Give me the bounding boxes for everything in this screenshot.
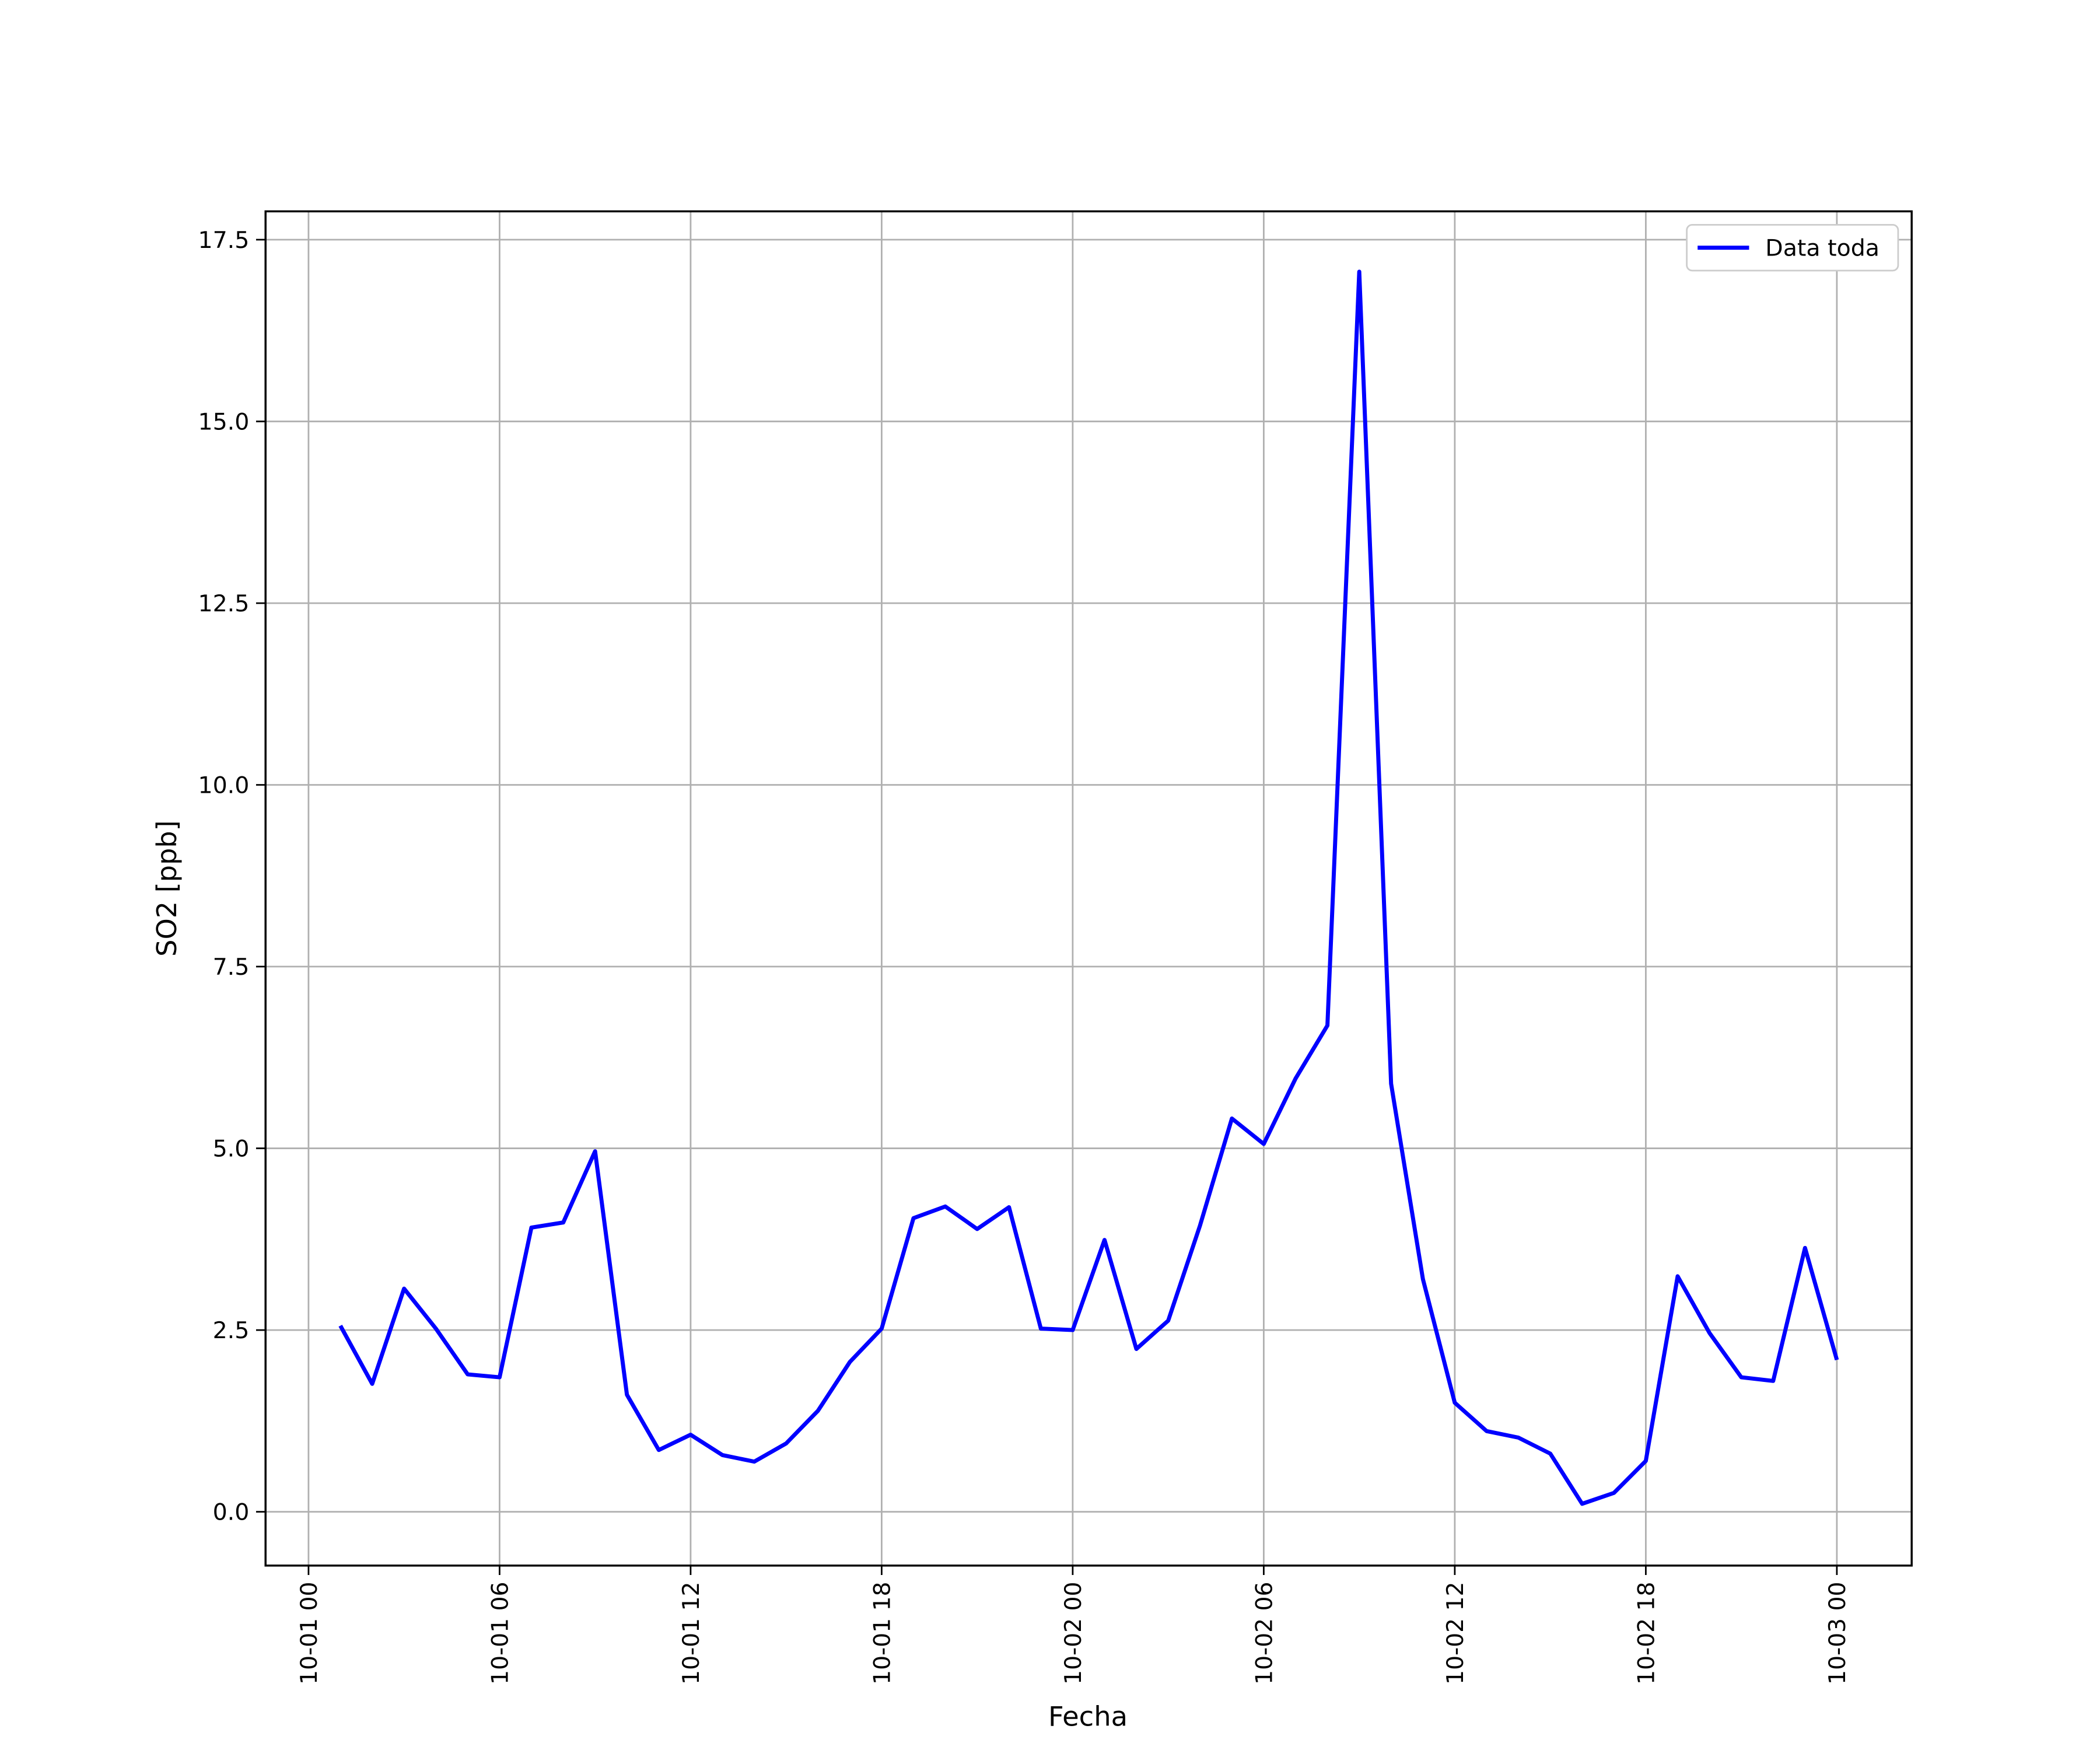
legend-label: Data toda — [1765, 235, 1880, 262]
y-tick-label: 15.0 — [198, 408, 249, 435]
y-tick-label: 0.0 — [213, 1499, 250, 1526]
x-tick-label: 10-01 00 — [296, 1582, 323, 1685]
legend-box — [1686, 224, 1899, 272]
x-tick-label: 10-02 18 — [1633, 1582, 1660, 1685]
y-axis-label: SO2 [ppb] — [151, 820, 183, 957]
x-tick-label: 10-02 00 — [1060, 1582, 1087, 1685]
x-tick-label: 10-02 12 — [1442, 1582, 1469, 1685]
x-tick-label: 10-02 06 — [1251, 1582, 1278, 1685]
x-tick-label: 10-01 18 — [869, 1582, 895, 1685]
y-tick-label: 5.0 — [213, 1136, 250, 1163]
y-tick-label: 10.0 — [198, 772, 249, 799]
x-tick-label: 10-03 00 — [1824, 1582, 1851, 1685]
y-tick-label: 7.5 — [213, 954, 250, 981]
x-axis-label: Fecha — [1048, 1701, 1128, 1732]
y-tick-label: 17.5 — [198, 227, 249, 254]
data-line — [338, 270, 1839, 1506]
plot-frame — [264, 210, 1913, 1567]
y-tick-label: 2.5 — [213, 1317, 250, 1344]
x-tick-label: 10-01 06 — [487, 1582, 513, 1685]
x-tick-label: 10-01 12 — [678, 1582, 705, 1685]
y-tick-label: 12.5 — [198, 590, 249, 617]
